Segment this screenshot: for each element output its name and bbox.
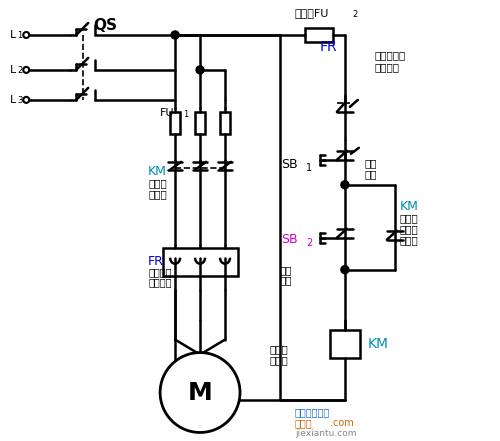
Text: 熔断器FU: 熔断器FU <box>295 8 330 18</box>
Bar <box>170 112 180 134</box>
Text: 的热元件: 的热元件 <box>148 278 172 288</box>
Text: 热继电器: 热继电器 <box>148 267 172 277</box>
Text: 按钮: 按钮 <box>280 276 292 286</box>
Text: 3: 3 <box>18 97 22 105</box>
Circle shape <box>171 31 179 39</box>
Text: 2: 2 <box>18 67 22 75</box>
Text: 常闭触头: 常闭触头 <box>375 62 400 72</box>
Text: 接触器: 接触器 <box>400 213 418 223</box>
Text: FR: FR <box>320 40 338 54</box>
Text: FU: FU <box>160 108 174 118</box>
Circle shape <box>160 352 240 433</box>
Text: jiexiantu.com: jiexiantu.com <box>295 430 356 438</box>
Text: 助触头: 助触头 <box>400 235 418 245</box>
Text: 2: 2 <box>306 238 312 248</box>
Text: 启动: 启动 <box>280 265 292 275</box>
Text: L: L <box>10 65 16 75</box>
Text: 电工技术之家: 电工技术之家 <box>295 407 330 418</box>
Circle shape <box>196 66 204 74</box>
Bar <box>195 112 205 134</box>
Text: 热继电器的: 热继电器的 <box>375 50 406 60</box>
Text: 的线圈: 的线圈 <box>270 355 288 366</box>
Text: .com: .com <box>330 419 353 429</box>
Text: 按钮: 按钮 <box>365 169 378 179</box>
Bar <box>220 112 230 134</box>
Text: 停止: 停止 <box>365 158 378 168</box>
Text: FR: FR <box>148 255 164 268</box>
Text: 接线图: 接线图 <box>295 419 312 429</box>
Circle shape <box>341 265 349 274</box>
Text: 1: 1 <box>18 31 22 41</box>
Text: 主触头: 主触头 <box>148 189 167 199</box>
Text: SB: SB <box>282 233 298 246</box>
Bar <box>330 329 360 358</box>
Text: M: M <box>188 381 212 404</box>
Text: 常开辅: 常开辅 <box>400 224 418 234</box>
Text: L: L <box>10 30 16 40</box>
Text: 1: 1 <box>306 163 312 173</box>
Text: KM: KM <box>400 200 418 213</box>
Text: L: L <box>10 95 16 105</box>
Text: SB: SB <box>282 158 298 171</box>
Text: KM: KM <box>148 165 167 178</box>
Text: KM: KM <box>368 336 389 351</box>
Text: 1: 1 <box>183 110 188 119</box>
Text: QS: QS <box>93 18 117 33</box>
Text: 接触器: 接触器 <box>148 178 167 188</box>
Text: 接触器: 接触器 <box>270 344 288 355</box>
Text: 2: 2 <box>353 10 358 19</box>
Circle shape <box>341 181 349 189</box>
Bar <box>163 248 238 276</box>
Bar <box>305 28 333 42</box>
